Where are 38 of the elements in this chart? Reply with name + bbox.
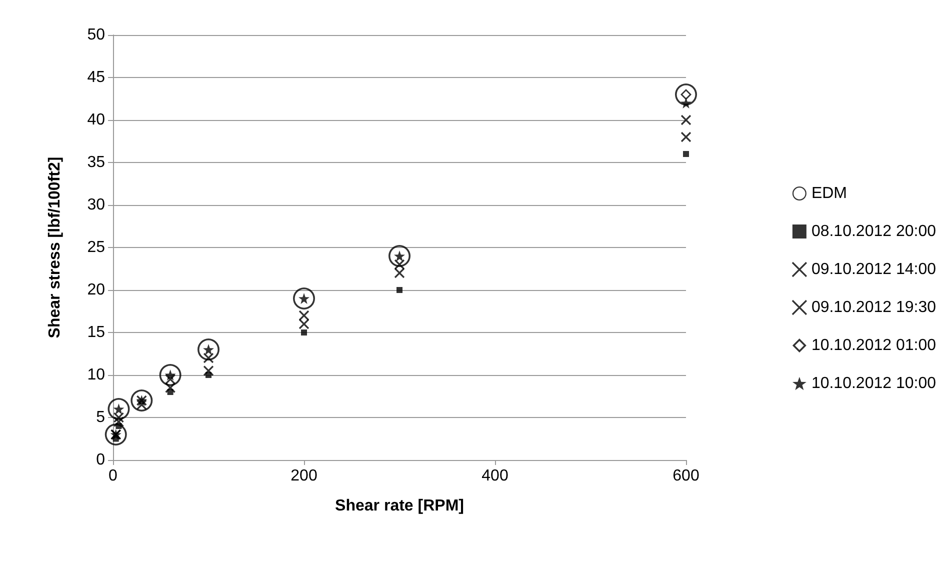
- y-tick-label: 50: [87, 26, 106, 44]
- y-tick-label: 30: [87, 196, 106, 214]
- y-tick-label: 5: [96, 409, 106, 426]
- point: [203, 365, 214, 376]
- point: [675, 84, 697, 106]
- point: [680, 98, 692, 108]
- legend-label: 08.10.2012 20:00: [811, 223, 936, 240]
- x-axis-title: Shear rate [RPM]: [335, 498, 464, 514]
- point: [293, 288, 315, 310]
- legend-label: 10.10.2012 01:00: [811, 337, 936, 354]
- y-tick-label: 20: [87, 282, 106, 298]
- x-tick-label: 200: [290, 468, 318, 484]
- point: [680, 132, 692, 142]
- y-axis-title: Shear stress [lbf/100ft2]: [46, 156, 64, 338]
- x-tick-label: 600: [672, 468, 700, 484]
- point: [388, 245, 410, 267]
- legend-label: 09.10.2012 14:00: [811, 261, 936, 278]
- legend-label: 09.10.2012 19:30: [811, 299, 936, 316]
- point: [113, 412, 124, 423]
- point: [203, 352, 214, 364]
- y-tick-label: 40: [87, 112, 106, 128]
- y-tick-label: 15: [87, 324, 106, 341]
- point: [130, 390, 153, 412]
- y-tick-label: 25: [87, 239, 106, 256]
- point: [396, 287, 402, 293]
- y-tick-label: 0: [96, 452, 106, 468]
- point: [113, 416, 124, 428]
- x-tick-label: 400: [482, 468, 508, 484]
- point: [683, 151, 689, 157]
- legend-label: 10.10.2012 10:00: [811, 375, 936, 392]
- y-tick-label: 10: [87, 366, 106, 384]
- point: [301, 330, 307, 336]
- legend-label: EDM: [811, 185, 847, 202]
- y-tick-label: 35: [87, 154, 106, 171]
- y-tick-label: 45: [87, 69, 106, 86]
- point: [680, 114, 692, 126]
- x-tick-label: 0: [108, 468, 118, 484]
- point: [198, 338, 220, 360]
